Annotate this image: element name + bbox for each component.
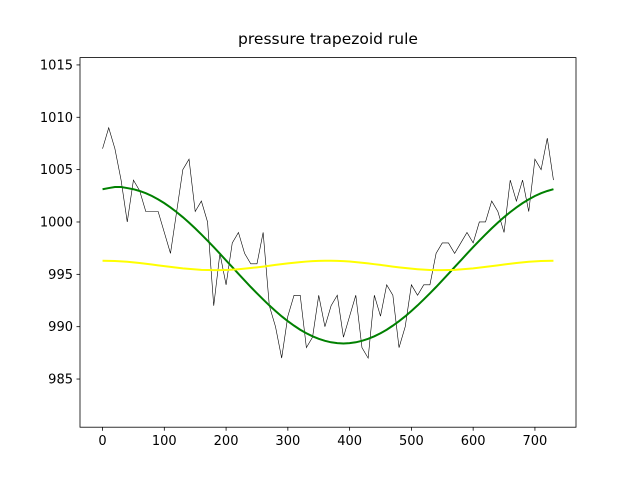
- x-tick-label: 700: [523, 434, 548, 449]
- y-tick-label: 995: [48, 268, 73, 283]
- series-line: [102, 259, 554, 272]
- y-tick-label: 990: [48, 320, 73, 335]
- chart-title: pressure trapezoid rule: [238, 30, 418, 48]
- y-tick-label: 1010: [40, 111, 73, 126]
- x-tick-label: 200: [214, 434, 239, 449]
- series-line: [102, 126, 554, 360]
- y-tick-label: 1000: [40, 215, 73, 230]
- x-tick-label: 300: [275, 434, 300, 449]
- series-line: [102, 186, 554, 345]
- x-tick-label: 100: [152, 434, 177, 449]
- x-tick-label: 400: [337, 434, 362, 449]
- y-tick-label: 1005: [40, 163, 73, 178]
- x-tick-label: 600: [461, 434, 486, 449]
- x-tick-label: 500: [399, 434, 424, 449]
- axes-frame: [79, 57, 577, 428]
- y-tick-label: 1015: [40, 58, 73, 73]
- x-tick-label: 0: [98, 434, 106, 449]
- y-tick-label: 985: [48, 373, 73, 388]
